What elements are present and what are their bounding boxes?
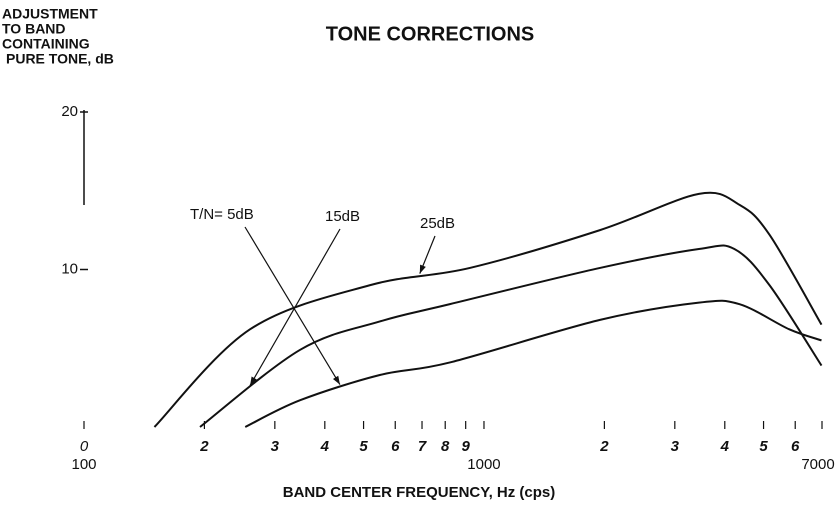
line-series	[199, 244, 823, 428]
annotation-arrow	[244, 226, 341, 385]
series-label: 25dB	[420, 215, 455, 232]
chart-title: TONE CORRECTIONS	[326, 23, 535, 45]
y-tick-label: 10	[61, 260, 78, 277]
x-tick-label: 7000	[801, 456, 834, 473]
x-tick-label: 5	[359, 438, 368, 455]
x-tick-label: 2	[199, 438, 209, 455]
series-label: 15dB	[325, 208, 360, 225]
y-tick-label: 0	[80, 438, 89, 455]
x-tick-label: 8	[441, 438, 450, 455]
x-axis-label: BAND CENTER FREQUENCY, Hz (cps)	[283, 484, 556, 501]
x-tick-label: 6	[391, 438, 400, 455]
y-axis-label: CONTAINING	[2, 36, 90, 52]
x-tick-label: 9	[462, 438, 471, 455]
y-axis-label: ADJUSTMENT	[2, 6, 98, 22]
y-axis-label: TO BAND	[2, 21, 66, 37]
x-tick-label: 4	[320, 438, 330, 455]
series-label: T/N= 5dB	[190, 206, 254, 223]
x-tick-label: 3	[271, 438, 280, 455]
x-tick-label: 7	[418, 438, 427, 455]
y-axis-label: PURE TONE, dB	[6, 51, 114, 67]
arrow-head	[419, 264, 426, 274]
x-tick-label: 4	[720, 438, 730, 455]
arrow-head	[250, 376, 257, 386]
arrow-head	[332, 375, 340, 385]
x-tick-label: 100	[71, 456, 96, 473]
x-tick-label: 3	[671, 438, 680, 455]
x-tick-label: 6	[791, 438, 800, 455]
line-series	[244, 299, 822, 428]
x-tick-label: 2	[599, 438, 609, 455]
x-tick-label: 1000	[467, 456, 500, 473]
line-series	[153, 191, 823, 428]
y-tick-label: 20	[61, 103, 78, 120]
x-tick-label: 5	[759, 438, 768, 455]
